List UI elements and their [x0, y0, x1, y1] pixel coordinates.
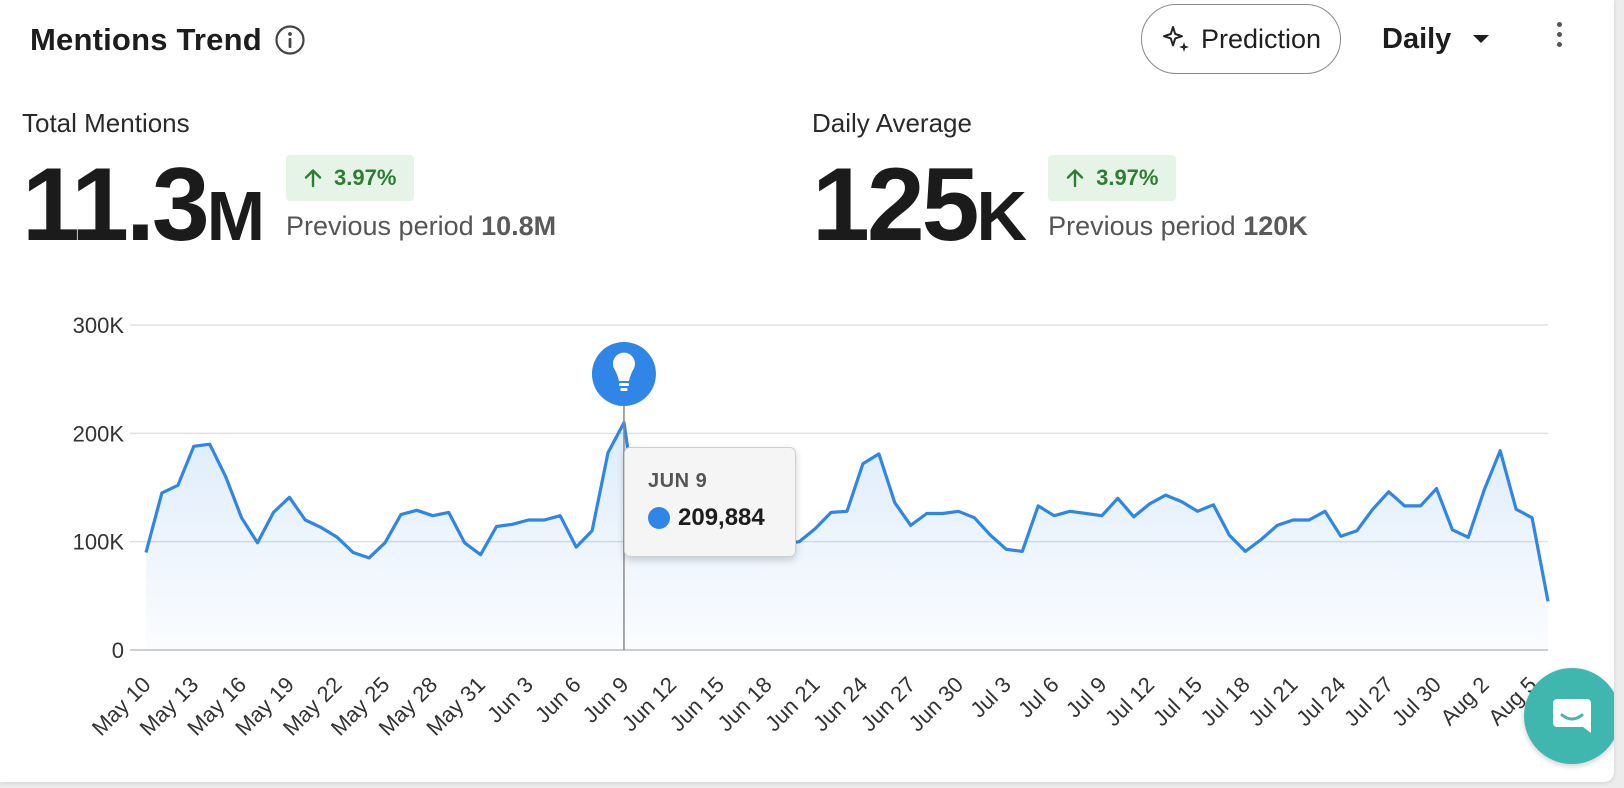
- info-icon[interactable]: [274, 24, 306, 56]
- sparkle-icon: [1162, 26, 1189, 52]
- x-tick-label: Jul 15: [1148, 672, 1207, 731]
- prediction-label: Prediction: [1200, 23, 1322, 54]
- x-tick-label: Aug 2: [1435, 672, 1493, 730]
- chart-tooltip: JUN 9 209,884: [624, 447, 796, 557]
- period-dropdown[interactable]: Daily: [1382, 16, 1490, 62]
- tooltip-value: 209,884: [648, 504, 765, 532]
- series-area: [146, 422, 1548, 650]
- period-value: Daily: [1382, 22, 1452, 55]
- chat-launcher-button[interactable]: [1524, 668, 1614, 764]
- daily-average-metric: Daily Average 125K 3.97% Previous period…: [812, 108, 1308, 257]
- tooltip-date: JUN 9: [648, 470, 708, 492]
- series-dot: [648, 507, 670, 529]
- chat-icon: [1553, 699, 1591, 733]
- y-tick-label: 300K: [73, 313, 125, 338]
- x-tick-label: Jul 24: [1291, 672, 1350, 731]
- kebab-menu-icon[interactable]: [1549, 22, 1569, 58]
- x-tick-label: Jul 12: [1100, 672, 1159, 731]
- total-mentions-metric: Total Mentions 11.3M 3.97% Previous peri…: [22, 108, 556, 257]
- x-tick-label: Jul 21: [1243, 672, 1302, 731]
- x-tick-label: Jul 27: [1339, 672, 1398, 731]
- arrow-up-icon: [304, 169, 322, 188]
- card-header: Mentions Trend: [30, 18, 306, 62]
- card-title: Mentions Trend: [30, 22, 262, 57]
- y-tick-label: 0: [112, 638, 124, 663]
- x-tick-label: Jun 3: [482, 672, 538, 728]
- x-tick-label: Jul 30: [1387, 672, 1446, 731]
- y-tick-label: 200K: [73, 421, 125, 446]
- average-previous-period: Previous period 120K: [1048, 211, 1308, 241]
- total-mentions-label: Total Mentions: [22, 108, 190, 138]
- x-tick-label: Jun 30: [904, 672, 968, 736]
- x-tick-label: Jun 6: [530, 672, 586, 728]
- x-tick-label: Jul 6: [1013, 672, 1064, 723]
- average-change-badge: 3.97%: [1048, 155, 1177, 201]
- daily-average-value: 125K: [812, 147, 1027, 263]
- average-change-value: 3.97%: [1096, 165, 1159, 190]
- daily-average-label: Daily Average: [812, 108, 972, 138]
- total-change-badge: 3.97%: [286, 155, 415, 201]
- series-line: [144, 421, 1550, 602]
- x-tick-label: Jul 3: [965, 672, 1016, 723]
- lightbulb-tip: [620, 388, 628, 391]
- arrow-up-icon: [1066, 169, 1084, 188]
- y-tick-label: 100K: [73, 530, 125, 555]
- total-mentions-value: 11.3M: [22, 147, 265, 263]
- total-previous-period: Previous period 10.8M: [286, 211, 557, 241]
- x-tick-label: Jul 18: [1196, 672, 1255, 731]
- caret-down-icon: [1473, 35, 1490, 43]
- lightbulb-base: [618, 383, 629, 386]
- lightbulb-icon: [612, 352, 635, 381]
- total-change-value: 3.97%: [334, 165, 397, 190]
- prediction-button[interactable]: Prediction: [1141, 4, 1341, 74]
